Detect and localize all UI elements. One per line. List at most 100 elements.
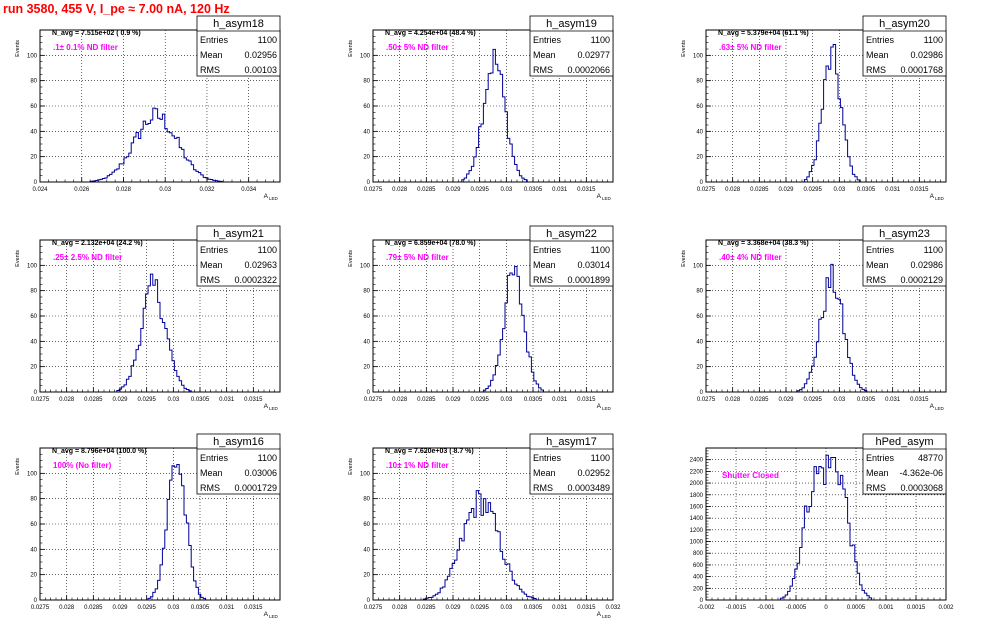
x-axis-label: A <box>597 403 602 410</box>
navg-label: N_avg = 2.132e+04 (24.2 %) <box>52 240 143 247</box>
y-tick-label: 40 <box>30 129 37 135</box>
stats-value: 0.0003068 <box>900 483 943 493</box>
y-axis-label: Events <box>681 40 687 57</box>
y-tick-label: 20 <box>30 573 37 579</box>
x-tick-label: 0.032 <box>605 605 621 611</box>
stats-label: Mean <box>866 50 889 60</box>
x-tick-label: 0.03 <box>167 397 179 403</box>
panel-h_asym22: 0.0275 0.028 0.0285 0.029 0.0295 0.03 0.0305 0.… <box>348 225 614 411</box>
y-tick-label: 40 <box>363 339 370 345</box>
filter-label: .25± 2.5% ND filter <box>53 253 122 262</box>
x-tick-label: 0.031 <box>219 605 235 611</box>
x-tick-label: 0.031 <box>552 187 568 193</box>
x-tick-label: 0.0315 <box>577 397 596 403</box>
y-tick-label: 0 <box>34 180 38 186</box>
x-axis-label: A <box>264 403 269 410</box>
navg-label: N_avg = 6.859e+04 (78.0 %) <box>385 240 476 247</box>
stats-value: 0.03014 <box>577 260 610 270</box>
x-tick-label: 0.0285 <box>84 397 103 403</box>
stats-value: 0.00103 <box>244 65 277 75</box>
x-tick-label: 0.0295 <box>470 187 489 193</box>
navg-label: N_avg = 5.379e+04 (61.1 %) <box>718 30 809 37</box>
y-tick-label: 60 <box>696 104 703 110</box>
y-tick-label: 400 <box>693 575 704 581</box>
y-tick-label: 80 <box>30 497 37 503</box>
y-tick-label: 20 <box>363 573 370 579</box>
x-tick-label: 0.0005 <box>847 605 866 611</box>
y-tick-label: 100 <box>27 263 38 269</box>
x-tick-label: 0.0275 <box>364 397 383 403</box>
x-tick-label: 0.032 <box>199 187 215 193</box>
x-tick-label: 0.034 <box>241 187 257 193</box>
x-tick-label: -0.0005 <box>786 605 807 611</box>
filter-label: .50± 5% ND filter <box>386 43 449 52</box>
run-title: run 3580, 455 V, I_pe ≈ 7.00 nA, 120 Hz <box>3 2 230 16</box>
y-tick-label: 0 <box>367 180 371 186</box>
stats-label: Entries <box>533 35 562 45</box>
stats-label: RMS <box>200 483 220 493</box>
stats-box <box>862 15 947 77</box>
x-tick-label: 0.0315 <box>910 397 929 403</box>
panel-h_asym19: 0.0275 0.028 0.0285 0.029 0.0295 0.03 0.0305 0.… <box>348 15 614 201</box>
filter-label: .63± 5% ND filter <box>719 43 782 52</box>
x-tick-label: 0.029 <box>778 397 794 403</box>
y-tick-label: 100 <box>360 263 371 269</box>
stats-label: RMS <box>533 275 553 285</box>
y-tick-label: 20 <box>30 365 37 371</box>
stats-value: 0.0001768 <box>900 65 943 75</box>
stats-label: Mean <box>533 50 556 60</box>
y-tick-label: 20 <box>696 155 703 161</box>
y-axis-label: Events <box>15 250 21 267</box>
navg-label: N_avg = 4.254e+04 (48.4 %) <box>385 30 476 37</box>
y-tick-label: 200 <box>693 586 704 592</box>
y-tick-label: 40 <box>696 339 703 345</box>
stats-label: Mean <box>866 260 889 270</box>
x-tick-label: 0.0305 <box>857 187 876 193</box>
stats-label: RMS <box>533 65 553 75</box>
x-tick-label: 0.028 <box>392 397 408 403</box>
filter-label: Shutter Closed <box>722 471 779 480</box>
x-tick-label: 0.028 <box>725 187 741 193</box>
x-tick-label: 0.0285 <box>750 187 769 193</box>
y-axis-label: Events <box>15 40 21 57</box>
y-tick-label: 20 <box>696 365 703 371</box>
y-tick-label: 2400 <box>690 458 704 464</box>
x-tick-label: 0.031 <box>552 605 568 611</box>
x-tick-label: 0.0315 <box>577 605 596 611</box>
filter-label: .79± 5% ND filter <box>386 253 449 262</box>
x-axis-label: A <box>930 193 935 200</box>
stats-label: Mean <box>533 260 556 270</box>
y-tick-label: 0 <box>700 598 704 604</box>
stats-value: 1100 <box>258 453 277 463</box>
y-tick-label: 0 <box>367 598 371 604</box>
x-tick-label: 0.029 <box>445 397 461 403</box>
x-tick-label: 0.03 <box>833 187 845 193</box>
stats-label: RMS <box>866 65 886 75</box>
stats-value: 0.02986 <box>910 50 943 60</box>
x-tick-label: 0.0305 <box>524 187 543 193</box>
stats-label: Entries <box>533 453 562 463</box>
stats-label: RMS <box>200 275 220 285</box>
stats-value: 1100 <box>258 245 277 255</box>
x-tick-label: 0.0295 <box>137 397 156 403</box>
y-tick-label: 100 <box>360 471 371 477</box>
stats-label: Mean <box>200 468 223 478</box>
x-axis-label-subscript: LED <box>269 196 279 201</box>
stats-box-title: h_asym20 <box>879 18 930 30</box>
y-axis-label: Events <box>681 250 687 267</box>
stats-value: 0.0001729 <box>234 483 277 493</box>
x-tick-label: -0.002 <box>697 605 715 611</box>
x-axis-label-subscript: LED <box>602 614 612 619</box>
panel-hPed_asym: -0.002 -0.0015 -0.001 -0.0005 0 0.0005 0.001 0.… <box>690 433 954 611</box>
y-tick-label: 60 <box>696 314 703 320</box>
x-tick-label: 0.0275 <box>31 397 50 403</box>
x-tick-label: 0.0285 <box>417 397 436 403</box>
y-tick-label: 80 <box>30 289 37 295</box>
stats-value: 1100 <box>258 35 277 45</box>
stats-label: RMS <box>200 65 220 75</box>
x-tick-label: 0.002 <box>938 605 954 611</box>
y-tick-label: 800 <box>693 551 704 557</box>
histogram-h_asym18 <box>40 107 280 183</box>
stats-label: Entries <box>200 453 229 463</box>
x-tick-label: 0.028 <box>59 605 75 611</box>
